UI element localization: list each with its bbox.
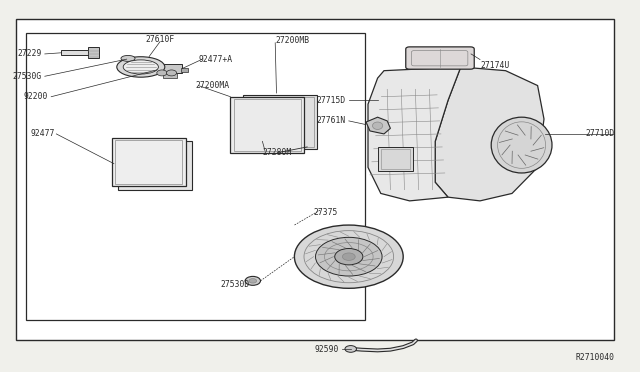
Text: 27174U: 27174U bbox=[480, 61, 509, 70]
Bar bbox=[112, 138, 186, 186]
Text: 27375: 27375 bbox=[314, 208, 338, 217]
Bar bbox=[61, 50, 90, 55]
Bar bbox=[246, 97, 314, 147]
FancyBboxPatch shape bbox=[406, 47, 474, 69]
Text: 27710D: 27710D bbox=[585, 129, 614, 138]
Circle shape bbox=[249, 279, 257, 283]
Bar bbox=[378, 147, 413, 171]
Text: 27530D: 27530D bbox=[220, 280, 250, 289]
Text: 27610F: 27610F bbox=[145, 35, 175, 44]
Text: R2710040: R2710040 bbox=[575, 353, 614, 362]
Ellipse shape bbox=[121, 55, 135, 61]
Polygon shape bbox=[435, 67, 544, 201]
Circle shape bbox=[245, 276, 260, 285]
Text: 92477: 92477 bbox=[30, 129, 54, 138]
Circle shape bbox=[342, 253, 355, 260]
Bar bbox=[157, 64, 182, 73]
Text: 27229: 27229 bbox=[17, 49, 42, 58]
Text: 92200: 92200 bbox=[24, 92, 48, 101]
Ellipse shape bbox=[372, 122, 383, 129]
Bar bbox=[115, 140, 182, 184]
Ellipse shape bbox=[124, 60, 159, 74]
Bar bbox=[181, 68, 188, 72]
Polygon shape bbox=[366, 117, 390, 134]
Bar bbox=[118, 141, 192, 190]
Bar bbox=[381, 149, 410, 169]
Bar bbox=[243, 95, 317, 149]
Bar bbox=[230, 97, 304, 153]
Text: 27200MA: 27200MA bbox=[195, 81, 229, 90]
Polygon shape bbox=[368, 67, 461, 201]
Circle shape bbox=[166, 70, 177, 76]
Bar bbox=[88, 47, 99, 58]
Bar bbox=[16, 19, 614, 340]
Ellipse shape bbox=[117, 57, 165, 77]
Ellipse shape bbox=[492, 117, 552, 173]
Text: 27761N: 27761N bbox=[316, 116, 346, 125]
Text: 27200MB: 27200MB bbox=[275, 36, 309, 45]
Text: 27280M: 27280M bbox=[262, 148, 292, 157]
Circle shape bbox=[335, 248, 363, 265]
Text: 27530G: 27530G bbox=[12, 72, 42, 81]
Circle shape bbox=[157, 70, 167, 76]
Circle shape bbox=[294, 225, 403, 288]
Bar bbox=[26, 33, 365, 320]
Bar bbox=[163, 73, 177, 78]
Circle shape bbox=[316, 237, 382, 276]
Text: 92477+A: 92477+A bbox=[198, 55, 232, 64]
Circle shape bbox=[345, 346, 356, 352]
Text: 27715D: 27715D bbox=[316, 96, 346, 105]
Text: 92590: 92590 bbox=[315, 345, 339, 354]
Bar bbox=[234, 99, 301, 151]
